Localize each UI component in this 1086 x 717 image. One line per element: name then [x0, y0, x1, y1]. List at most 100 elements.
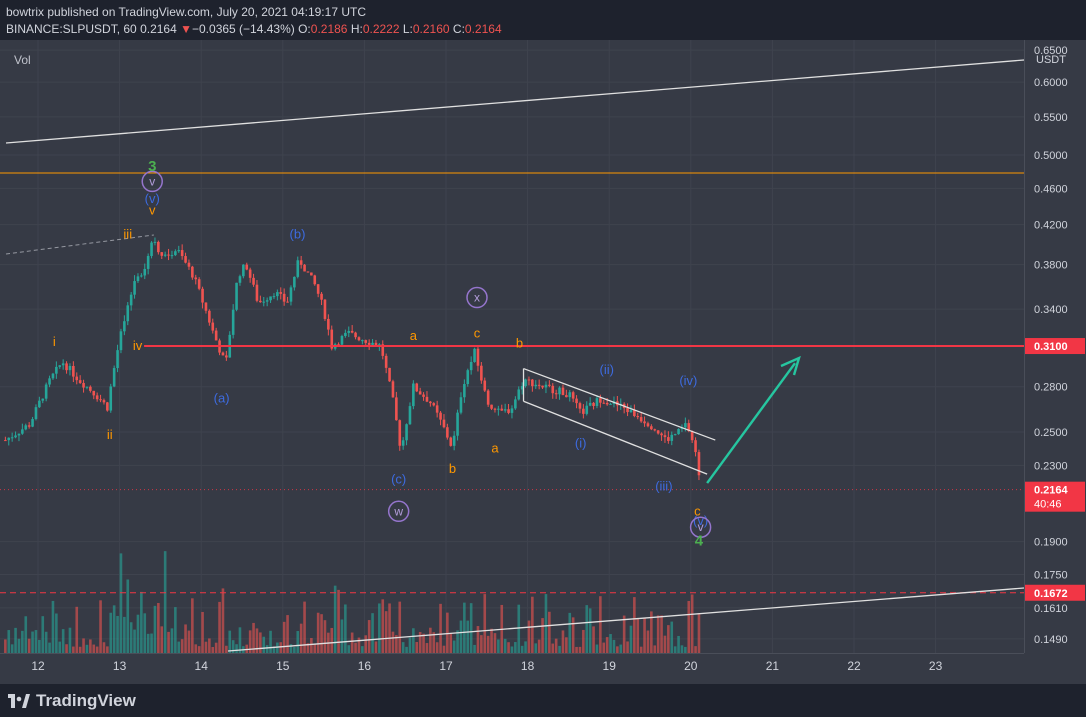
candle-body	[388, 367, 391, 382]
candle-body	[531, 379, 534, 387]
wave-circle-marker	[387, 500, 410, 523]
volume-bar	[680, 645, 684, 653]
candle-body	[95, 395, 99, 400]
volume-bar	[422, 633, 425, 653]
volume-bar	[221, 588, 225, 653]
volume-bar	[231, 640, 235, 653]
volume-bar	[38, 639, 41, 653]
candle-body	[248, 269, 252, 278]
wave-label: (iv)	[679, 373, 697, 388]
candle-body	[667, 437, 670, 441]
candle-body	[279, 292, 283, 294]
candle-body	[422, 394, 425, 397]
candle-body	[684, 423, 687, 428]
candle-body	[136, 276, 140, 282]
volume-bar	[469, 603, 473, 653]
volume-bar	[163, 551, 167, 653]
price-tick-label: 0.2800	[1034, 382, 1068, 394]
candle-body	[456, 412, 459, 436]
candle-body	[21, 429, 24, 434]
wave-label: b	[449, 461, 456, 476]
volume-bar	[350, 632, 354, 653]
volume-bar	[75, 606, 79, 653]
candle-body	[75, 376, 79, 381]
wave-label: (a)	[214, 390, 230, 405]
candle-body	[276, 292, 279, 297]
candle-body	[150, 242, 153, 256]
volume-bar	[177, 641, 181, 653]
wave-label: iv	[133, 338, 143, 353]
volume-bar	[48, 642, 51, 653]
candle-body	[697, 452, 701, 476]
target-arrow-line	[706, 362, 796, 484]
volume-bar	[333, 585, 337, 653]
volume-bar	[626, 641, 629, 653]
volume-bar	[374, 641, 378, 653]
volume-bar	[473, 644, 476, 653]
symbol-label[interactable]: BINANCE:SLPUSDT, 60	[6, 22, 137, 36]
candle-body	[544, 384, 548, 388]
volume-bar	[61, 629, 65, 653]
candle-body	[507, 409, 510, 413]
wave-label: v	[698, 520, 704, 534]
volume-bar	[398, 601, 402, 653]
volume-bar	[639, 646, 643, 653]
volume-bar	[371, 613, 374, 653]
volume-bar	[85, 644, 89, 653]
volume-bar	[269, 630, 272, 653]
volume-bar	[112, 605, 116, 653]
candle-body	[245, 264, 249, 270]
candle-body	[558, 387, 561, 395]
candle-body	[78, 380, 82, 383]
volume-bar	[204, 641, 208, 653]
volume-bar	[340, 619, 344, 653]
volume-bar	[310, 638, 313, 653]
candle-body	[548, 384, 551, 386]
volume-bar	[541, 618, 544, 653]
candle-body	[38, 400, 41, 408]
volume-bar	[31, 631, 34, 653]
candle-body	[316, 284, 320, 294]
candle-body	[214, 330, 218, 341]
time-axis[interactable]	[0, 653, 1024, 685]
candle-body	[126, 305, 130, 322]
candle-body	[541, 385, 544, 388]
volume-bar	[405, 646, 408, 653]
volume-bar	[524, 641, 527, 653]
volume-bar	[531, 596, 534, 653]
candle-body	[466, 370, 470, 385]
candle-body	[303, 264, 306, 272]
wave-labels: iiiiiiivv(v)v3(a)(b)(c)wabxcab(i)(ii)(ii…	[53, 158, 712, 550]
chart-pane[interactable]	[0, 40, 1086, 684]
candle-body	[170, 255, 174, 257]
candle-body	[405, 424, 408, 441]
volume-bar	[289, 644, 293, 653]
price-tick-label: 0.6500	[1034, 45, 1068, 57]
time-tick-label: 19	[603, 659, 617, 673]
candle-body	[354, 332, 357, 338]
volume-bar	[578, 646, 582, 653]
candle-body	[401, 440, 405, 446]
candle-body	[459, 397, 463, 413]
candle-body	[252, 277, 255, 285]
candle-body	[473, 348, 476, 362]
volume-bar	[388, 603, 391, 653]
volume-bar	[622, 615, 626, 653]
candle-body	[490, 404, 493, 409]
volume-bar	[197, 646, 201, 653]
volume-bar	[534, 643, 538, 653]
time-tick-label: 16	[358, 659, 372, 673]
volume-bar	[395, 635, 398, 653]
tradingview-logo[interactable]: TradingView	[8, 691, 136, 711]
wave-label: 3	[148, 158, 156, 175]
down-arrow-icon: ▼	[180, 22, 192, 36]
volume-bar	[554, 638, 558, 653]
volume-bar	[109, 612, 113, 653]
volume-bar	[361, 646, 364, 653]
candle-body	[350, 330, 354, 333]
candle-body	[201, 288, 204, 303]
candle-body	[439, 412, 442, 420]
candle-body	[595, 398, 599, 406]
candle-body	[347, 330, 351, 333]
